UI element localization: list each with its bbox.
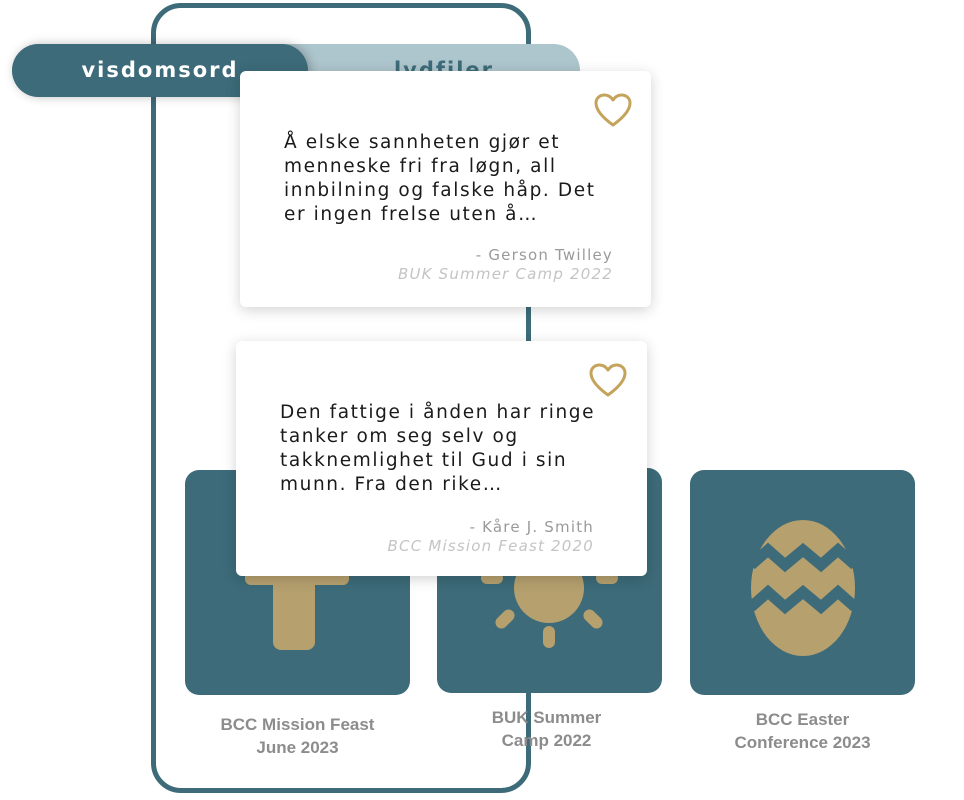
quote-author: - Gerson Twilley: [475, 246, 613, 264]
quote-text: Å elske sannheten gjør et menneske fri f…: [284, 132, 596, 225]
event-label-mission-feast: BCC Mission Feast June 2023: [220, 715, 375, 757]
quote-source: BCC Mission Feast 2020: [387, 537, 594, 555]
event-label-summer-camp: BUK Summer Camp 2022: [491, 708, 602, 750]
event-tile-easter-conference[interactable]: [690, 470, 915, 695]
quote-source: BUK Summer Camp 2022: [397, 265, 613, 283]
quote-card[interactable]: Å elske sannheten gjør et menneske fri f…: [240, 71, 651, 307]
quote-author: - Kåre J. Smith: [469, 518, 594, 536]
easter-egg-icon: [747, 520, 859, 656]
quote-text: Den fattige i ånden har ringe tanker om …: [280, 402, 596, 495]
heart-outline-icon[interactable]: [589, 363, 627, 399]
event-label-easter-conference: BCC Easter Conference 2023: [734, 710, 871, 752]
quote-card[interactable]: Den fattige i ånden har ringe tanker om …: [236, 341, 647, 576]
heart-outline-icon[interactable]: [594, 93, 632, 129]
